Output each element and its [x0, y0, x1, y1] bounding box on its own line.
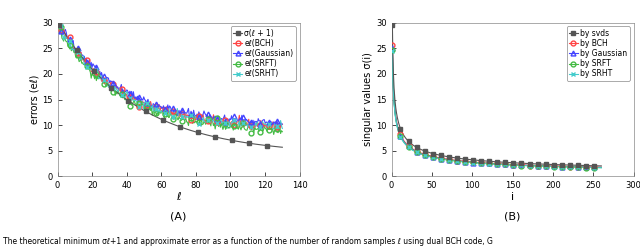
Legend: by svds, by BCH, by Gaussian, by SRFT, by SRHT: by svds, by BCH, by Gaussian, by SRFT, b… [566, 26, 630, 81]
Y-axis label: errors (eℓ): errors (eℓ) [29, 75, 39, 124]
Legend: σ(ℓ + 1), eℓ(BCH), eℓ(Gaussian), eℓ(SRFT), eℓ(SRHT): σ(ℓ + 1), eℓ(BCH), eℓ(Gaussian), eℓ(SRFT… [230, 26, 296, 81]
X-axis label: i: i [511, 192, 514, 202]
X-axis label: ℓ: ℓ [176, 192, 181, 202]
Y-axis label: singular values σ(i): singular values σ(i) [364, 53, 373, 146]
Text: (A): (A) [170, 212, 187, 222]
Text: The theoretical minimum σℓ+1 and approximate error as a function of the number o: The theoretical minimum σℓ+1 and approxi… [3, 237, 493, 246]
Text: (B): (B) [504, 212, 521, 222]
